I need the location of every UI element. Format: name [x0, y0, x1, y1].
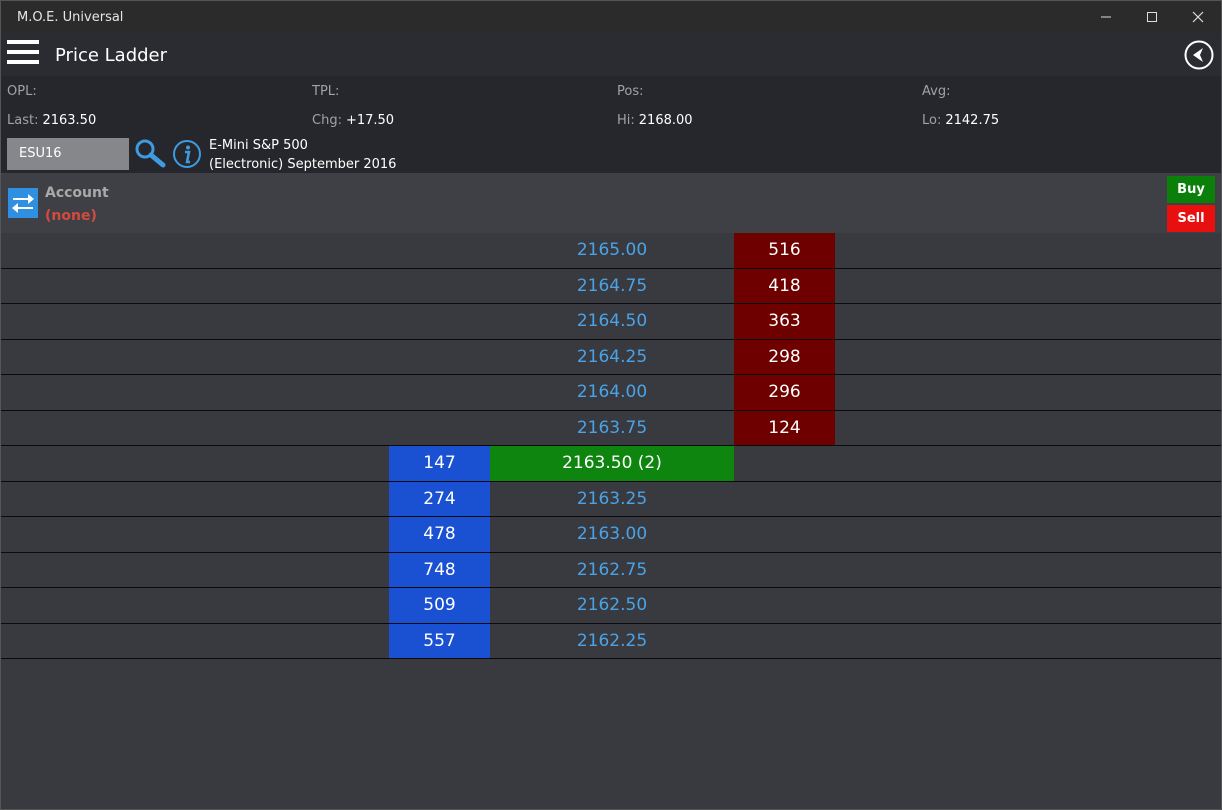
minimize-button[interactable]	[1083, 1, 1129, 33]
symbol-input[interactable]: ESU16	[7, 138, 129, 170]
ladder-row: 2164.25 298	[1, 339, 1221, 375]
chg-label: Chg:	[312, 113, 342, 128]
avg-stat: Avg:	[922, 84, 954, 99]
close-icon	[1192, 11, 1204, 23]
price-cell[interactable]: 2162.50	[576, 595, 648, 616]
last-stat: Last: 2163.50	[7, 113, 96, 128]
ladder-row: 274 2163.25	[1, 481, 1221, 517]
pos-stat: Pos:	[617, 84, 647, 99]
ladder-row-last: 147 2163.50 (2)	[1, 446, 1221, 482]
buy-button[interactable]: Buy	[1167, 176, 1215, 203]
tpl-label: TPL:	[312, 84, 340, 99]
bid-size-cell[interactable]: 274	[389, 481, 490, 516]
title-bar: M.O.E. Universal	[1, 1, 1221, 33]
ladder-row: 748 2162.75	[1, 552, 1221, 588]
price-cell[interactable]: 2163.25	[576, 488, 648, 509]
instrument-info-panel: OPL: TPL: Pos: Avg: Last: 2163.50 Chg: +17…	[1, 76, 1221, 173]
hi-value: 2168.00	[638, 113, 693, 128]
page-title: Price Ladder	[55, 45, 168, 66]
sell-button[interactable]: Sell	[1167, 205, 1215, 232]
ladder-row: 2164.75 418	[1, 268, 1221, 304]
hi-label: Hi:	[617, 113, 635, 128]
close-button[interactable]	[1175, 1, 1221, 33]
ask-size-cell[interactable]: 296	[734, 375, 835, 410]
window-title: M.O.E. Universal	[17, 10, 124, 25]
ladder-row: 2164.00 296	[1, 375, 1221, 411]
swap-icon[interactable]	[8, 188, 38, 218]
last-label: Last:	[7, 113, 39, 128]
ask-size-cell[interactable]: 124	[734, 410, 835, 445]
opl-stat: OPL:	[7, 84, 41, 99]
app-bar: Price Ladder	[1, 33, 1221, 76]
lo-stat: Lo: 2142.75	[922, 113, 999, 128]
price-cell[interactable]: 2162.75	[576, 559, 648, 580]
opl-label: OPL:	[7, 84, 37, 99]
instrument-name: E-Mini S&P 500	[209, 138, 308, 153]
price-cell[interactable]: 2164.00	[576, 382, 648, 403]
maximize-icon	[1147, 12, 1157, 22]
price-cell[interactable]: 2163.75	[576, 417, 648, 438]
last-price-cell[interactable]: 2163.50 (2)	[490, 446, 734, 481]
price-cell[interactable]: 2162.25	[576, 630, 648, 651]
info-icon[interactable]	[172, 139, 204, 171]
account-value[interactable]: (none)	[45, 208, 97, 224]
ladder-row: 2164.50 363	[1, 304, 1221, 340]
lo-value: 2142.75	[945, 113, 1000, 128]
price-cell[interactable]: 2164.25	[576, 346, 648, 367]
price-cell[interactable]: 2164.50	[576, 311, 648, 332]
instrument-description: E-Mini S&P 500 (Electronic) September 20…	[209, 136, 396, 174]
ask-size-cell[interactable]: 418	[734, 268, 835, 303]
account-label: Account	[45, 185, 109, 201]
ask-size-cell[interactable]: 298	[734, 339, 835, 374]
chg-value: +17.50	[345, 113, 395, 128]
last-value: 2163.50	[42, 113, 97, 128]
chg-stat: Chg: +17.50	[312, 113, 394, 128]
ladder-row: 2165.00 516	[1, 233, 1221, 269]
lo-label: Lo:	[922, 113, 942, 128]
bid-size-cell[interactable]: 509	[389, 588, 490, 623]
price-cell[interactable]: 2164.75	[576, 275, 648, 296]
bid-size-cell[interactable]: 557	[389, 623, 490, 658]
back-arrow-icon[interactable]	[1184, 40, 1214, 70]
bid-size-cell[interactable]: 147	[389, 446, 490, 481]
avg-label: Avg:	[922, 84, 951, 99]
instrument-contract: (Electronic) September 2016	[209, 157, 397, 172]
hamburger-icon[interactable]	[7, 40, 39, 68]
ladder-row: 2163.75 124	[1, 410, 1221, 446]
ladder-row: 478 2163.00	[1, 517, 1221, 553]
ladder-row: 509 2162.50	[1, 588, 1221, 624]
minimize-icon	[1101, 16, 1111, 18]
pos-label: Pos:	[617, 84, 644, 99]
price-cell[interactable]: 2163.00	[576, 524, 648, 545]
ladder-row: 557 2162.25	[1, 623, 1221, 659]
ask-size-cell[interactable]: 363	[734, 304, 835, 339]
ask-size-cell[interactable]: 516	[734, 233, 835, 268]
search-icon[interactable]	[134, 138, 166, 170]
hi-stat: Hi: 2168.00	[617, 113, 693, 128]
account-bar: Account (none) Buy Sell	[1, 173, 1221, 233]
maximize-button[interactable]	[1129, 1, 1175, 33]
price-ladder: 2165.00 516 2164.75 418 2164.50 363 2164.25…	[1, 233, 1221, 659]
tpl-stat: TPL:	[312, 84, 343, 99]
price-cell[interactable]: 2165.00	[576, 240, 648, 261]
bid-size-cell[interactable]: 478	[389, 517, 490, 552]
bid-size-cell[interactable]: 748	[389, 552, 490, 587]
